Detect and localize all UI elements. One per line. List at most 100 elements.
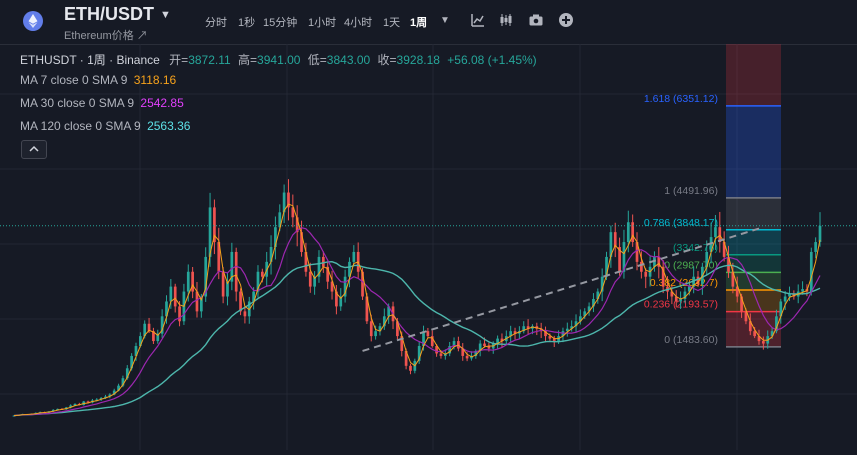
candle-body bbox=[191, 271, 194, 292]
candle-body bbox=[382, 316, 386, 327]
candle-body bbox=[287, 192, 290, 208]
candle-body bbox=[775, 316, 778, 332]
ma7-line bbox=[13, 203, 821, 417]
ma120-value: 2563.36 bbox=[147, 119, 191, 133]
candle-body bbox=[770, 331, 774, 337]
candle-body bbox=[400, 336, 404, 351]
candle-body bbox=[156, 333, 160, 342]
ma7-legend[interactable]: MA 7 close 0 SMA 9 3118.16 bbox=[20, 73, 176, 87]
ma30-line bbox=[13, 227, 821, 417]
fib-band-1 bbox=[726, 197, 781, 230]
timeframe-15m[interactable]: 15分钟 bbox=[263, 17, 298, 29]
legend-open: 3872.11 bbox=[188, 53, 231, 67]
fib-label-1: 1 (4491.96) bbox=[664, 185, 718, 197]
candle-body bbox=[670, 291, 674, 297]
candle-body bbox=[465, 355, 469, 359]
ma30-value: 2542.85 bbox=[140, 96, 184, 110]
ma30-legend[interactable]: MA 30 close 0 SMA 9 2542.85 bbox=[20, 96, 184, 110]
candle-body bbox=[252, 291, 255, 302]
camera-icon[interactable] bbox=[528, 12, 544, 28]
candle-body bbox=[757, 336, 761, 342]
candle-body bbox=[112, 390, 116, 395]
candle-body bbox=[422, 331, 425, 347]
add-icon[interactable] bbox=[558, 12, 574, 28]
candle-body bbox=[313, 276, 316, 287]
price-chart[interactable]: 1.618 (6351.12) 1 (4491.96) 0.786 (3848.17… bbox=[0, 44, 857, 450]
candle-body bbox=[95, 399, 99, 401]
candle-body bbox=[304, 251, 308, 272]
candle-body bbox=[335, 291, 338, 307]
ethereum-logo-icon bbox=[23, 11, 43, 31]
trend-line bbox=[362, 226, 764, 352]
candle-body bbox=[260, 271, 264, 277]
timeframe-realtime[interactable]: 分时 bbox=[205, 17, 227, 29]
candle-body bbox=[692, 276, 696, 287]
candlestick-chart[interactable]: 1.618 (6351.12) 1 (4491.96) 0.786 (3848.17… bbox=[0, 44, 857, 450]
legend-close-label: 收= bbox=[377, 53, 397, 67]
candle-body bbox=[173, 286, 177, 307]
candle-body bbox=[618, 247, 621, 272]
candle-body bbox=[753, 331, 756, 337]
chevron-down-icon[interactable]: ▼ bbox=[160, 9, 171, 21]
ma30-label: MA 30 close 0 SMA 9 bbox=[20, 96, 135, 110]
candle-body bbox=[99, 398, 103, 400]
candle-body bbox=[609, 232, 613, 257]
candle-body bbox=[631, 222, 635, 243]
candle-body bbox=[339, 296, 343, 307]
legend-close: 3928.18 bbox=[396, 53, 440, 67]
candle-body bbox=[104, 396, 107, 399]
candle-body bbox=[818, 225, 822, 243]
fib-band-4 bbox=[726, 272, 781, 290]
timeframe-1s[interactable]: 1秒 bbox=[238, 17, 256, 29]
candle-body bbox=[522, 326, 526, 332]
candle-body bbox=[435, 346, 438, 354]
candle-body bbox=[600, 276, 604, 292]
candle-body bbox=[326, 266, 330, 282]
candle-body bbox=[134, 346, 138, 356]
timeframe-1d[interactable]: 1天 bbox=[383, 17, 401, 29]
timeframe-more-chevron-icon[interactable]: ▼ bbox=[440, 15, 450, 26]
candle-body bbox=[448, 346, 452, 354]
candle-body bbox=[622, 242, 626, 272]
candle-body bbox=[396, 321, 399, 337]
candle-body bbox=[605, 256, 608, 277]
timeframe-1h[interactable]: 1小时 bbox=[308, 17, 337, 29]
fib-label-0: 0 (1483.60) bbox=[664, 334, 718, 346]
candle-body bbox=[496, 338, 499, 344]
collapse-legend-button[interactable] bbox=[21, 140, 47, 159]
candle-body bbox=[513, 331, 517, 334]
legend-open-label: 开= bbox=[169, 53, 189, 67]
legend-low: 3843.00 bbox=[326, 53, 371, 67]
candle-body bbox=[195, 291, 199, 312]
candle-body bbox=[69, 405, 72, 408]
candle-body bbox=[596, 291, 600, 299]
legend-change: +56.08 (+1.45%) bbox=[447, 53, 537, 67]
fib-top-zone bbox=[726, 44, 781, 106]
candle-body bbox=[343, 276, 347, 297]
candle-body bbox=[56, 408, 59, 410]
timeframe-4h[interactable]: 4小时 bbox=[344, 17, 373, 29]
symbol-subtitle-link[interactable]: Ethereum价格 ↗ bbox=[64, 30, 148, 42]
candle-body bbox=[565, 328, 569, 332]
legend-high: 3941.00 bbox=[257, 53, 301, 67]
legend-low-label: 低= bbox=[307, 53, 327, 67]
candle-body bbox=[509, 331, 513, 337]
candle-body bbox=[762, 341, 765, 344]
candle-body bbox=[117, 385, 120, 391]
candle-body bbox=[461, 348, 465, 356]
ma120-legend[interactable]: MA 120 close 0 SMA 9 2563.36 bbox=[20, 119, 190, 133]
candle-body bbox=[330, 281, 334, 292]
ma7-label: MA 7 close 0 SMA 9 bbox=[20, 73, 128, 87]
indicator-icon[interactable] bbox=[470, 12, 486, 28]
candle-body bbox=[308, 271, 312, 287]
timeframe-1w[interactable]: 1周 bbox=[410, 17, 428, 29]
candle-body bbox=[208, 207, 212, 257]
candle-body bbox=[51, 409, 55, 412]
candle-body bbox=[722, 242, 726, 257]
candle-body bbox=[683, 291, 687, 299]
candle-type-icon[interactable] bbox=[498, 12, 514, 28]
symbol-pair[interactable]: ETH/USDT bbox=[64, 4, 154, 24]
candle-body bbox=[587, 306, 591, 312]
candle-body bbox=[801, 289, 804, 292]
candle-body bbox=[718, 227, 722, 243]
